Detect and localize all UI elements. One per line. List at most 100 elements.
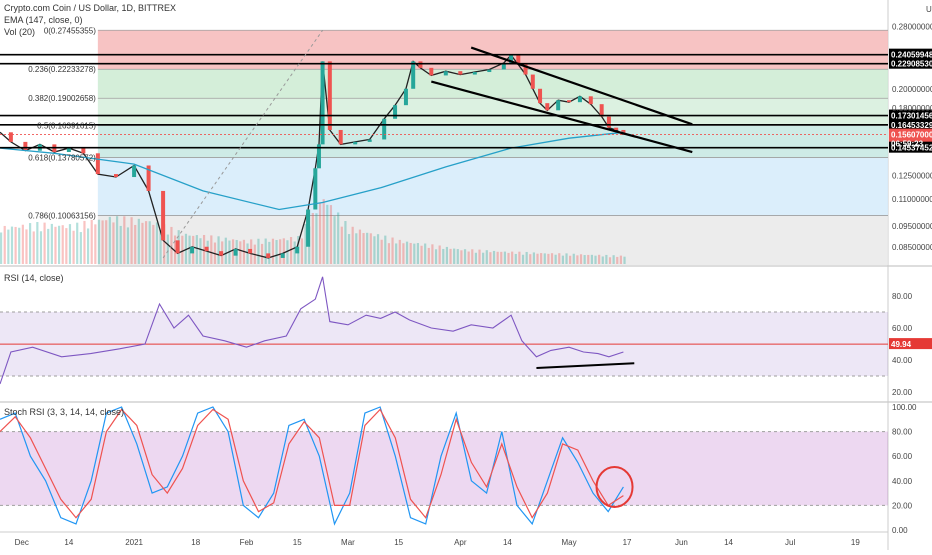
price-candle <box>8 132 13 142</box>
price-candle <box>429 67 434 76</box>
rsi-value: 49.94 <box>891 340 912 349</box>
chart-title: Crypto.com Coin / US Dollar, 1D, BITTREX <box>4 3 176 13</box>
volume-bar <box>543 253 546 264</box>
volume-bar <box>47 228 50 264</box>
fib-zone-0.786 <box>97 215 889 265</box>
volume-bar <box>409 242 412 264</box>
price-candle <box>487 69 492 73</box>
fib-label-0: 0(0.27455355) <box>44 26 96 35</box>
volume-bar <box>326 204 329 264</box>
price-countdown: 06:59:23 <box>891 140 924 149</box>
fib-zone-0.236 <box>97 69 889 99</box>
volume-bar <box>532 252 535 264</box>
volume-bar <box>123 216 126 264</box>
volume-bar <box>97 219 101 264</box>
price-candle <box>81 148 86 154</box>
volume-bar <box>148 221 151 264</box>
time-axis-tick: Jul <box>785 538 795 547</box>
price-candle <box>66 148 71 153</box>
price-axis-tick: 0.18000000 <box>892 104 932 113</box>
price-candle <box>443 71 448 76</box>
volume-bar <box>442 248 445 264</box>
price-candle <box>606 116 611 128</box>
volume-bar <box>14 226 17 264</box>
ema-legend: EMA (147, close, 0) <box>4 15 83 25</box>
volume-bar <box>141 222 144 264</box>
rsi-line <box>0 276 624 385</box>
rsi-axis-tick: 80.00 <box>892 292 913 301</box>
volume-bar <box>529 254 532 264</box>
volume-bar <box>380 239 383 264</box>
price-candle <box>530 74 535 89</box>
volume-bar <box>333 216 336 264</box>
price-candle <box>556 100 561 111</box>
volume-bar <box>369 233 372 264</box>
volume-bar <box>18 227 21 264</box>
fib-trend-line <box>162 30 323 259</box>
volume-bar <box>449 248 452 264</box>
volume-bar <box>105 220 108 264</box>
price-axis-tick: 0.12500000 <box>892 172 932 181</box>
price-candle <box>567 100 572 103</box>
volume-bar <box>536 253 539 264</box>
volume-bar <box>144 221 148 264</box>
price-tag-value: 0.24059948 <box>891 51 932 60</box>
volume-bar <box>257 238 260 264</box>
volume-bar <box>94 224 97 264</box>
price-candle <box>204 246 209 252</box>
volume-bar <box>65 228 68 264</box>
volume-bar <box>21 224 24 264</box>
stoch-k-line <box>0 406 624 526</box>
fib-label-0.618: 0.618(0.13780572) <box>28 154 96 163</box>
rsi-title: RSI (14, close) <box>4 273 64 283</box>
price-candle <box>113 174 118 178</box>
fib-label-0.5: 0.5(0.16391615) <box>37 122 96 131</box>
time-axis-tick: 15 <box>293 538 302 547</box>
volume-bar <box>163 224 166 264</box>
price-tag-value: 0.16453329 <box>891 121 932 130</box>
time-axis-tick: 17 <box>623 538 632 547</box>
price-candle <box>95 153 100 175</box>
volume-bar <box>550 253 554 264</box>
time-axis-tick: 14 <box>724 538 733 547</box>
time-axis-tick: 18 <box>191 538 200 547</box>
volume-bar <box>159 229 162 264</box>
stoch-axis-tick: 80.00 <box>892 428 913 437</box>
stoch-axis-tick: 0.00 <box>892 526 908 535</box>
volume-bar <box>561 255 564 264</box>
volume-bar <box>115 216 119 264</box>
volume-bar <box>217 236 220 264</box>
time-axis-tick: 14 <box>64 538 73 547</box>
price-candle <box>472 72 477 75</box>
volume-bar <box>489 252 492 264</box>
price-candle <box>161 190 166 241</box>
price-candle <box>614 127 619 130</box>
volume-bar <box>275 239 278 264</box>
volume-bar <box>605 254 608 264</box>
volume-bar <box>322 199 325 264</box>
volume-bar <box>540 253 543 264</box>
volume-bar <box>525 251 528 264</box>
stoch-band <box>0 431 888 506</box>
price-candle <box>146 165 151 191</box>
price-candle <box>458 71 463 75</box>
time-axis-tick: 19 <box>851 538 860 547</box>
volume-bar <box>503 251 507 264</box>
volume-bar <box>239 241 242 264</box>
volume-bar <box>438 245 441 264</box>
volume-bar <box>453 248 456 264</box>
volume-bar <box>43 222 46 264</box>
time-axis-tick: Jun <box>675 538 688 547</box>
volume-bar <box>54 226 57 264</box>
price-candle <box>266 253 271 258</box>
volume-bar <box>130 217 133 264</box>
volume-bar <box>434 249 438 264</box>
volume-bar <box>199 238 202 264</box>
volume-bar <box>166 234 169 264</box>
volume-bar <box>384 235 387 264</box>
volume-bar <box>507 252 510 264</box>
price-axis-tick: 0.28000000 <box>892 23 932 32</box>
volume-bar <box>496 251 499 264</box>
price-candle <box>316 144 321 169</box>
